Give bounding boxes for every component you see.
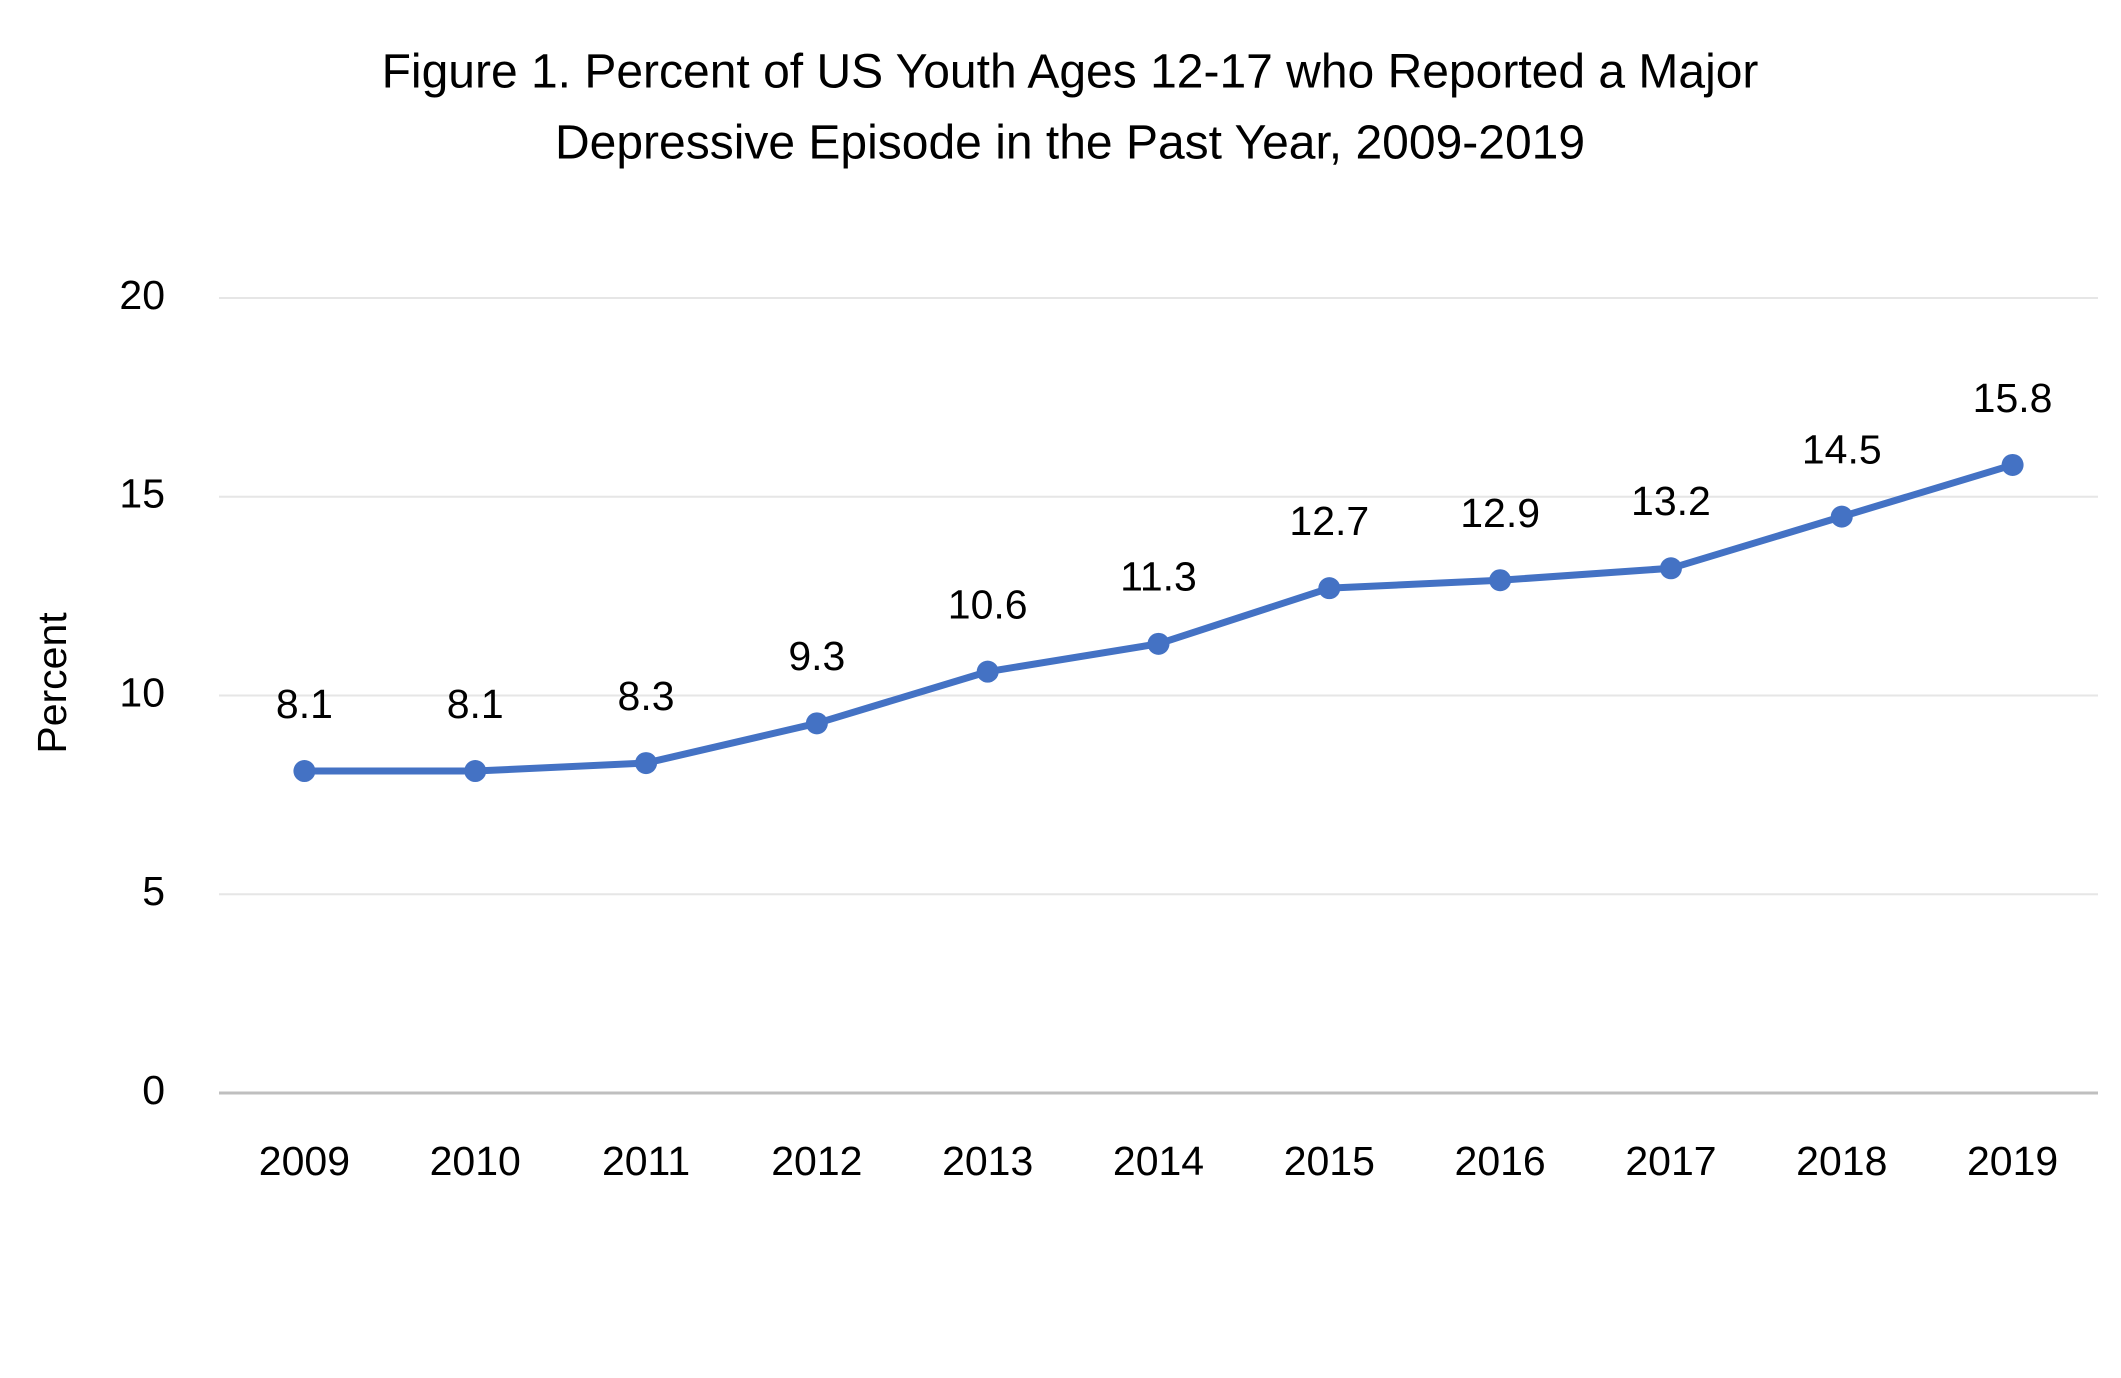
data-label: 15.8 (1973, 375, 2053, 421)
y-tick-label: 5 (142, 868, 165, 914)
x-tick-label: 2017 (1625, 1138, 1716, 1184)
y-tick-label: 0 (142, 1067, 165, 1113)
y-tick-label: 10 (119, 669, 165, 715)
data-point (1318, 577, 1341, 600)
y-tick-label: 20 (119, 272, 165, 318)
data-point (1489, 569, 1512, 592)
data-label: 12.9 (1460, 490, 1540, 536)
data-label: 8.3 (618, 673, 675, 719)
y-tick-label: 15 (119, 471, 165, 517)
x-tick-label: 2018 (1796, 1138, 1887, 1184)
data-point (2001, 453, 2024, 476)
data-point (805, 712, 828, 735)
data-point (1830, 505, 1853, 528)
x-tick-label: 2010 (430, 1138, 521, 1184)
data-point (464, 760, 487, 783)
data-label: 8.1 (276, 681, 333, 727)
data-point (976, 660, 999, 683)
x-tick-label: 2011 (602, 1138, 690, 1184)
x-tick-label: 2013 (942, 1138, 1033, 1184)
data-label: 11.3 (1120, 554, 1197, 600)
data-label: 12.7 (1289, 498, 1369, 544)
data-label: 13.2 (1631, 478, 1711, 524)
x-tick-label: 2009 (259, 1138, 350, 1184)
chart-title: Figure 1. Percent of US Youth Ages 12-17… (382, 46, 1759, 99)
x-tick-label: 2015 (1284, 1138, 1375, 1184)
x-tick-label: 2014 (1113, 1138, 1204, 1184)
data-label: 9.3 (788, 633, 845, 679)
x-tick-label: 2012 (771, 1138, 862, 1184)
y-axis-label: Percent (29, 612, 75, 754)
data-point (1659, 557, 1682, 580)
chart-title: Depressive Episode in the Past Year, 200… (555, 117, 1585, 170)
data-point (635, 752, 658, 775)
data-point (293, 760, 316, 783)
data-label: 8.1 (447, 681, 504, 727)
data-label: 10.6 (948, 581, 1028, 627)
data-label: 14.5 (1802, 426, 1882, 472)
data-point (1147, 632, 1170, 655)
x-tick-label: 2019 (1967, 1138, 2058, 1184)
x-tick-label: 2016 (1455, 1138, 1546, 1184)
